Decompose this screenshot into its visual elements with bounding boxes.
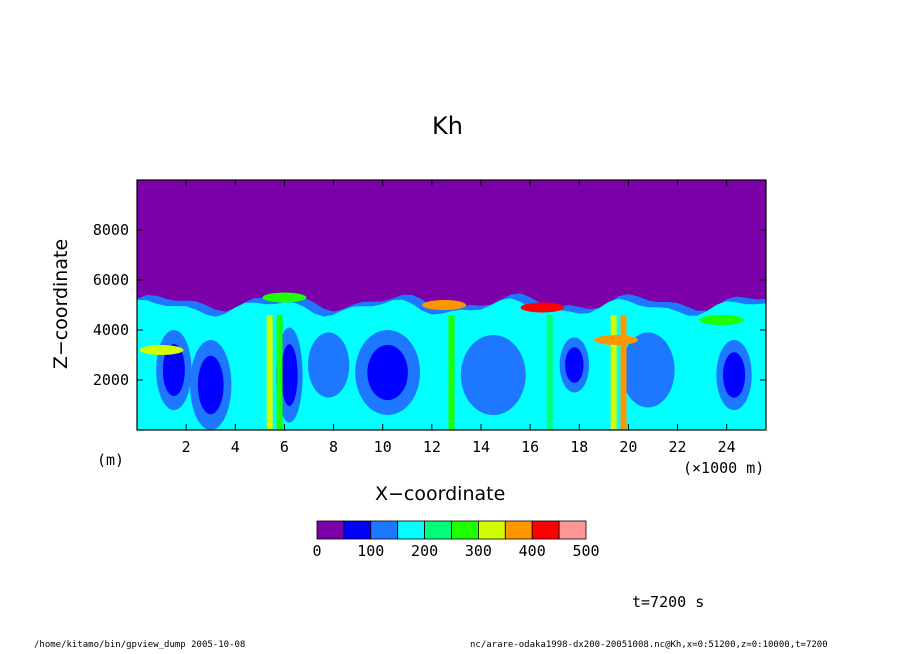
x-tick-label: 20 (619, 438, 637, 456)
colorbar-swatch (316, 520, 345, 540)
y-tick-label: 6000 (93, 271, 129, 289)
mixing-streak-4 (594, 335, 639, 345)
x-tick-label: 24 (718, 438, 736, 456)
eddy-inner-3 (315, 343, 342, 387)
mixing-streak-1 (422, 300, 467, 310)
colorbar-swatch (531, 520, 560, 540)
colorbar-label: 400 (519, 542, 546, 560)
x-tick-label: 10 (374, 438, 392, 456)
x-axis: 2 4 6 8 10 12 14 16 18 20 22 24 (182, 180, 736, 456)
chart-title: Kh (432, 112, 463, 140)
time-label: t=7200 s (632, 593, 705, 611)
x-tick-label: 4 (231, 438, 240, 456)
eddy-inner-8 (723, 352, 746, 398)
eddy-inner-5 (472, 349, 514, 401)
y-axis: 2000 4000 6000 8000 (93, 221, 766, 389)
y-tick-label: 2000 (93, 371, 129, 389)
eddy-inner-1 (197, 355, 224, 415)
y-axis-label: Z−coordinate (50, 238, 72, 370)
colorbar-swatch (397, 520, 426, 540)
colorbar-swatch (370, 520, 399, 540)
colorbar: 0 100 200 300 400 500 (312, 520, 600, 560)
mixing-streak-3 (139, 345, 184, 355)
eddy-inner-7 (631, 345, 665, 395)
x-tick-label: 8 (329, 438, 338, 456)
colorbar-swatch (558, 520, 587, 540)
x-tick-label: 2 (182, 438, 191, 456)
plume-5 (620, 315, 627, 430)
mixing-streak-2 (520, 302, 565, 313)
colorbar-swatch (477, 520, 506, 540)
eddy-inner-2 (281, 344, 298, 406)
colorbar-label: 100 (357, 542, 384, 560)
y-axis-unit: (m) (97, 451, 125, 469)
eddy-inner-0 (162, 344, 185, 396)
colorbar-swatch (424, 520, 452, 540)
x-axis-label: X−coordinate (375, 483, 506, 505)
eddy-inner-6 (565, 347, 584, 383)
x-axis-unit: (×1000 m) (683, 459, 765, 477)
colorbar-label: 500 (572, 542, 599, 560)
plume-0 (266, 315, 273, 430)
colorbar-swatch (343, 520, 372, 540)
plume-2 (448, 315, 455, 430)
x-tick-label: 18 (570, 438, 588, 456)
x-tick-label: 14 (472, 438, 490, 456)
x-tick-label: 6 (280, 438, 289, 456)
contour-field (137, 180, 766, 430)
x-tick-label: 16 (521, 438, 539, 456)
mixing-streak-0 (262, 292, 307, 303)
colorbar-label: 300 (465, 542, 492, 560)
plume-1 (276, 315, 283, 430)
y-tick-label: 4000 (93, 321, 129, 339)
colorbar-swatch (451, 520, 479, 540)
x-tick-label: 22 (669, 438, 687, 456)
colorbar-label: 200 (411, 542, 438, 560)
colorbar-swatch (504, 520, 533, 540)
plume-4 (610, 315, 617, 430)
y-tick-label: 8000 (93, 221, 129, 239)
mixing-streak-5 (699, 315, 744, 325)
plot-frame (136, 179, 767, 431)
colorbar-label: 0 (312, 542, 321, 560)
x-tick-label: 12 (423, 438, 441, 456)
eddy-inner-4 (367, 344, 408, 401)
plume-3 (546, 315, 553, 430)
footer-source: nc/arare-odaka1998-dx200-20051008.nc@Kh,… (470, 640, 828, 650)
footer-path: /home/kitamo/bin/gpview_dump 2005-10-08 (34, 640, 246, 650)
